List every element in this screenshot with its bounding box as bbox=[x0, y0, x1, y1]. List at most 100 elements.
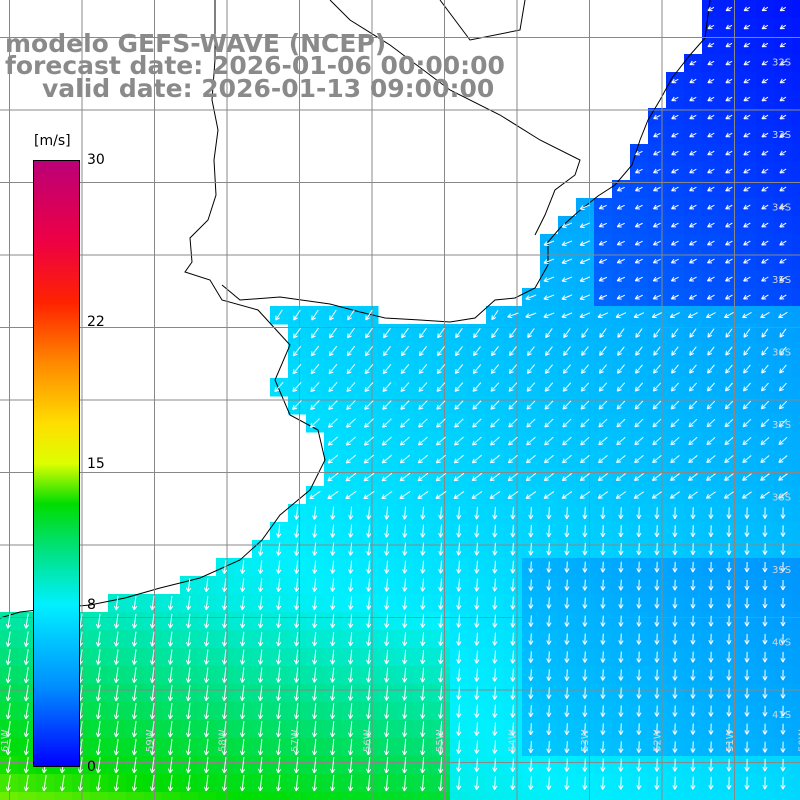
wind-arrow bbox=[474, 542, 480, 556]
wind-arrow bbox=[672, 579, 678, 591]
wind-arrow bbox=[401, 327, 409, 339]
wind-arrow bbox=[310, 400, 320, 410]
wind-arrow bbox=[384, 524, 390, 538]
wind-arrow bbox=[652, 455, 662, 464]
wind-arrow bbox=[707, 204, 715, 210]
wind-speed-cell bbox=[792, 576, 800, 595]
wind-arrow bbox=[616, 222, 625, 228]
wind-arrow bbox=[618, 615, 624, 627]
wind-arrow bbox=[725, 258, 733, 264]
wind-arrow bbox=[598, 240, 608, 246]
wind-arrow bbox=[546, 615, 552, 627]
wind-arrow bbox=[761, 114, 769, 120]
coastline bbox=[0, 0, 711, 619]
wind-arrow bbox=[581, 328, 589, 338]
colorbar-tick-label: 15 bbox=[87, 455, 105, 472]
wind-arrow bbox=[617, 346, 625, 356]
wind-speed-cell bbox=[36, 792, 55, 800]
wind-arrow bbox=[510, 668, 516, 682]
wind-arrow bbox=[528, 579, 534, 591]
wind-arrow bbox=[779, 258, 787, 264]
wind-arrow bbox=[382, 382, 392, 392]
wind-arrow bbox=[671, 186, 679, 192]
wind-arrow bbox=[707, 78, 715, 84]
wind-arrow bbox=[310, 327, 319, 339]
wind-arrow bbox=[724, 312, 734, 319]
wind-arrow bbox=[5, 721, 11, 738]
wind-arrow bbox=[526, 382, 536, 392]
wind-arrow bbox=[600, 561, 606, 573]
wind-arrow bbox=[185, 720, 192, 738]
wind-speed-cell bbox=[792, 594, 800, 613]
wind-speed-cell bbox=[396, 792, 415, 800]
wind-arrow bbox=[348, 560, 354, 574]
wind-arrow bbox=[761, 258, 769, 264]
wind-arrow bbox=[654, 705, 660, 717]
wind-arrow bbox=[564, 579, 570, 591]
wind-arrow bbox=[382, 400, 392, 410]
wind-arrow bbox=[670, 294, 679, 300]
wind-arrow bbox=[329, 327, 337, 339]
wind-arrow bbox=[598, 276, 608, 282]
wind-arrow bbox=[274, 382, 284, 393]
wind-arrow bbox=[653, 204, 661, 210]
wind-arrow bbox=[347, 327, 355, 339]
wind-arrow bbox=[564, 687, 570, 699]
wind-arrow bbox=[688, 400, 698, 410]
wind-arrow bbox=[384, 506, 390, 520]
wind-arrow bbox=[366, 667, 372, 683]
wind-arrow bbox=[149, 649, 156, 665]
wind-arrow bbox=[381, 472, 393, 482]
wind-arrow bbox=[491, 346, 499, 357]
wind-arrow bbox=[743, 96, 751, 102]
wind-arrow bbox=[456, 524, 462, 538]
wind-arrow bbox=[779, 240, 787, 246]
wind-arrow bbox=[438, 578, 444, 592]
wind-arrow bbox=[762, 543, 768, 555]
wind-arrow bbox=[348, 632, 354, 647]
wind-arrow bbox=[472, 400, 482, 410]
wind-arrow bbox=[780, 615, 786, 627]
wind-arrow bbox=[652, 473, 662, 481]
wind-speed-cell bbox=[234, 792, 253, 800]
wind-speed-cell bbox=[792, 396, 800, 415]
wind-arrow bbox=[726, 615, 732, 627]
wind-arrow bbox=[616, 240, 625, 246]
wind-arrow bbox=[779, 364, 787, 374]
wind-arrow bbox=[634, 294, 644, 300]
wind-arrow bbox=[294, 506, 300, 520]
wind-arrow bbox=[706, 436, 716, 446]
wind-arrow bbox=[346, 418, 356, 428]
wind-arrow bbox=[564, 524, 570, 538]
wind-arrow bbox=[544, 364, 554, 374]
wind-arrow bbox=[366, 632, 372, 647]
wind-arrow bbox=[725, 186, 733, 192]
wind-arrow bbox=[5, 685, 11, 702]
wind-arrow bbox=[543, 276, 555, 283]
wind-arrow bbox=[671, 168, 679, 174]
latitude-label: 38S bbox=[772, 493, 791, 504]
wind-arrow bbox=[222, 613, 228, 629]
latitude-label: 36S bbox=[772, 348, 791, 359]
wind-arrow bbox=[258, 614, 264, 629]
wind-arrow bbox=[633, 491, 645, 499]
wind-arrow bbox=[435, 472, 447, 482]
wind-arrow bbox=[364, 400, 374, 410]
wind-arrow bbox=[240, 560, 246, 574]
wind-arrow bbox=[438, 542, 444, 556]
wind-arrow bbox=[762, 705, 768, 717]
wind-arrow bbox=[706, 400, 716, 410]
wind-arrow bbox=[508, 436, 518, 446]
wind-arrow bbox=[617, 328, 625, 338]
wind-arrow bbox=[618, 543, 624, 556]
wind-arrow bbox=[167, 613, 174, 629]
coastline-segment bbox=[221, 0, 711, 323]
wind-arrow bbox=[330, 542, 336, 556]
wind-arrow bbox=[726, 669, 732, 681]
wind-arrow bbox=[778, 400, 788, 410]
wind-arrow bbox=[275, 309, 283, 321]
wind-arrow bbox=[671, 204, 679, 210]
wind-arrow bbox=[780, 507, 786, 519]
